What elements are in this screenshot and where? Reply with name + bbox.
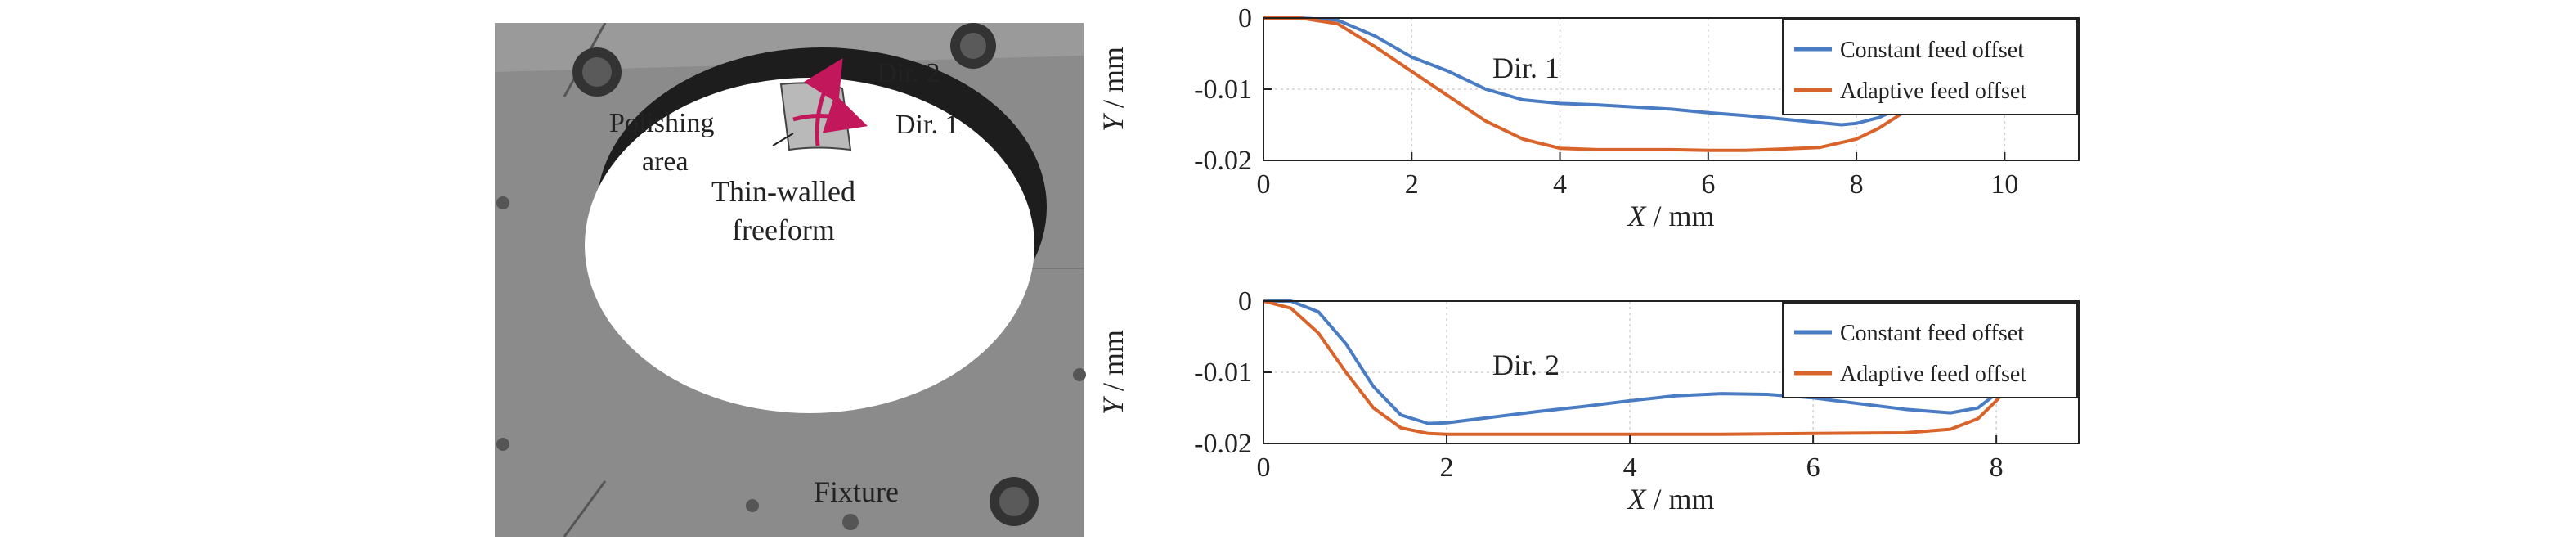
annotation-direction: Dir. 2 [1492,349,1560,381]
label-polishing: Polishing [609,108,714,138]
y-tick-label: -0.01 [1194,74,1252,105]
screw-hole [950,23,996,69]
label-area: area [642,146,689,177]
y-axis-label: Y / mm [1097,330,1129,415]
y-tick-label: -0.02 [1194,146,1252,176]
annotation-direction: Dir. 1 [1492,52,1560,84]
y-tick-label: -0.01 [1194,358,1252,388]
y-tick-label: 0 [1238,286,1252,317]
screw-hole [990,477,1039,526]
x-axis-label: X / mm [1626,200,1714,232]
chart-2: 0 2 4 6 8 0 -0.01 -0.02 X / mm Y / mm Dir. 2 Consta… [1097,286,2080,515]
label-dir1: Dir. 1 [895,110,958,140]
series-line-adaptive [1263,16,1946,152]
label-freeform: freeform [732,214,835,246]
x-tick-label: 4 [1553,169,1567,200]
legend-label: Constant feed offset [1840,38,2024,63]
profile-charts: 0 2 4 6 8 10 0 -0.01 -0.02 X / mm Y / mm Dir. 1 Cons… [1097,3,2080,515]
chart-1: 0 2 4 6 8 10 0 -0.01 -0.02 X / mm Y / mm Dir. 1 Cons… [1097,3,2080,232]
x-axis-label: X / mm [1626,483,1714,515]
x-tick-label: 8 [1850,169,1864,200]
legend-label: Adaptive feed offset [1840,362,2026,387]
y-tick-label: -0.02 [1194,429,1252,459]
x-tick-label: 0 [1257,452,1271,483]
x-tick-label: 2 [1440,452,1454,483]
legend-label: Adaptive feed offset [1840,79,2026,104]
x-tick-label: 6 [1806,452,1820,483]
series-line-adaptive [1263,299,2017,436]
legend-box [1782,302,2078,398]
y-axis-label: Y / mm [1097,47,1129,132]
thin-walled-freeform [585,78,1034,413]
screw-hole [572,47,622,97]
label-fixture: Fixture [814,475,899,508]
series-line-constant [1263,16,1946,127]
legend-label: Constant feed offset [1840,321,2024,346]
x-tick-label: 6 [1701,169,1715,200]
legend-box [1782,19,2078,115]
x-tick-label: 4 [1623,452,1637,483]
fixture-photo: Dir. 2 Dir. 1 Polishing area Thin-walled… [495,23,1086,537]
x-tick-label: 10 [1990,169,2018,200]
label-dir2: Dir. 2 [877,58,940,88]
x-tick-label: 0 [1257,169,1271,200]
x-tick-label: 2 [1405,169,1419,200]
series-line-constant [1263,299,2016,425]
y-tick-label: 0 [1238,3,1252,34]
x-tick-label: 8 [1990,452,2004,483]
label-thin-walled: Thin-walled [711,175,855,208]
